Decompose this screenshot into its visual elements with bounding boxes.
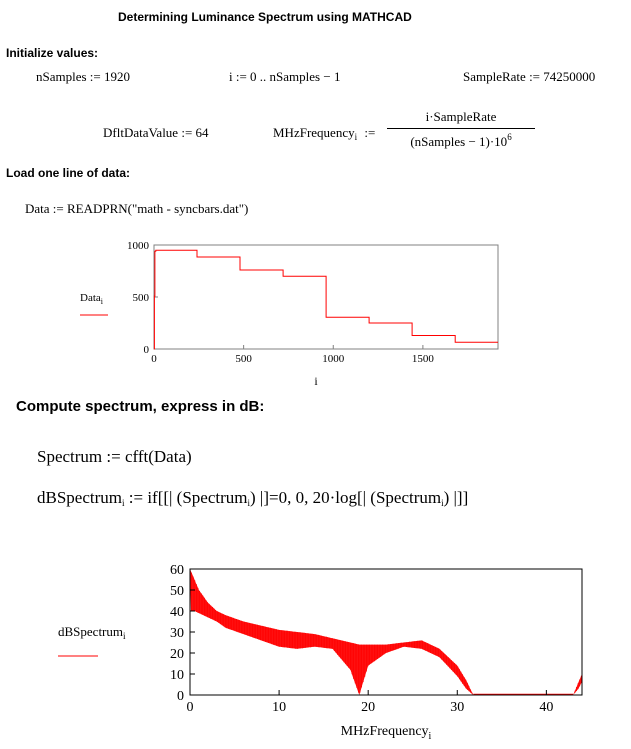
eq-mhz-lhs: MHzFrequencyi := xyxy=(273,125,376,142)
x-tick-label: 1500 xyxy=(412,353,435,365)
legend-label-dbspectrum: dBSpectrumi xyxy=(58,624,126,641)
spectrum-plot[interactable]: 0 10 20 30 40 0 10 20 30 40 50 60 dBSpectrumi MHzFr… xyxy=(0,554,631,749)
x-tick-label: 30 xyxy=(450,700,464,715)
y-tick-label: 0 xyxy=(177,689,184,704)
y-tick-label: 10 xyxy=(170,668,184,683)
x-tick-label: 40 xyxy=(539,700,553,715)
y-tick-label: 30 xyxy=(170,626,184,641)
x-tick-label: 1000 xyxy=(322,353,345,365)
x-axis-label: MHzFrequencyi xyxy=(341,724,432,742)
y-tick-label: 1000 xyxy=(127,240,150,252)
spectrum-oscillation xyxy=(190,569,582,695)
section-heading-initialize: Initialize values: xyxy=(6,46,99,60)
x-tick-label: 10 xyxy=(272,700,286,715)
y-tick-label: 50 xyxy=(170,584,184,599)
y-tick-label: 0 xyxy=(144,344,150,356)
section-heading-compute: Compute spectrum, express in dB: xyxy=(16,398,265,415)
eq-dbspectrum[interactable]: dBSpectrumi := if[[| (Spectrumi) |]=0, 0… xyxy=(37,488,469,508)
x-tick-label: 0 xyxy=(187,700,194,715)
section-heading-load: Load one line of data: xyxy=(6,166,131,180)
eq-mhz-numerator: i·SampleRate xyxy=(425,109,497,124)
x-tick-label: 500 xyxy=(235,353,252,365)
y-tick-label: 20 xyxy=(170,647,184,662)
eq-mhz-denominator: (nSamples − 1)·106 xyxy=(410,132,512,149)
x-axis-label: i xyxy=(314,374,318,388)
eq-i-range[interactable]: i := 0 .. nSamples − 1 xyxy=(229,69,341,84)
eq-data-readprn[interactable]: Data := READPRN("math - syncbars.dat") xyxy=(25,201,249,216)
y-tick-label: 40 xyxy=(170,605,184,620)
eq-samplerate[interactable]: SampleRate := 74250000 xyxy=(463,69,596,84)
legend-label-data: Datai xyxy=(80,292,104,306)
x-tick-label: 0 xyxy=(151,353,157,365)
eq-spectrum-cfft[interactable]: Spectrum := cfft(Data) xyxy=(37,447,192,466)
fraction-bar xyxy=(387,128,535,129)
data-series-line xyxy=(153,249,498,350)
x-tick-label: 20 xyxy=(361,700,375,715)
y-tick-label: 500 xyxy=(133,292,150,304)
eq-nsamples[interactable]: nSamples := 1920 xyxy=(36,69,130,84)
data-plot[interactable]: 0 500 1000 1500 0 500 1000 Datai i xyxy=(0,235,631,395)
page-title: Determining Luminance Spectrum using MAT… xyxy=(118,10,412,24)
eq-mhz-fraction: i·SampleRate (nSamples − 1)·106 xyxy=(387,109,535,150)
y-tick-label: 60 xyxy=(170,563,184,578)
eq-dflt-data-value[interactable]: DfltDataValue := 64 xyxy=(103,125,209,140)
